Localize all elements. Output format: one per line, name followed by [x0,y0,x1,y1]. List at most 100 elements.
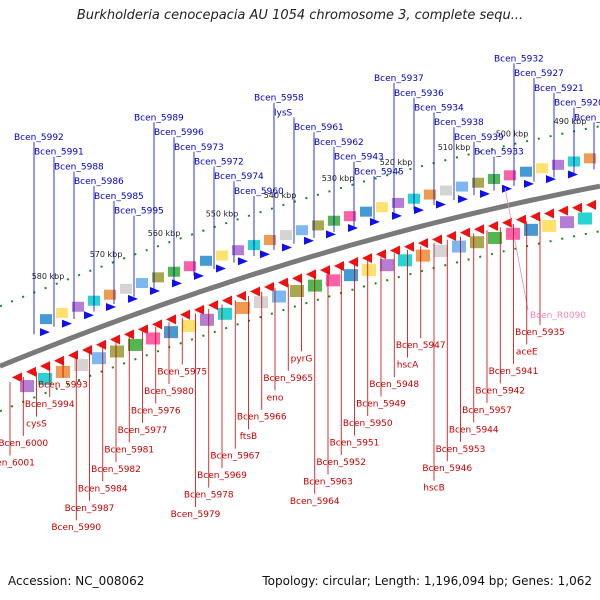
plus-strand-gene [304,236,314,245]
minus-strand-gene [222,295,232,306]
cog-block [200,313,214,326]
gene-label-plus: Bcen_5973 [174,143,224,153]
minus-strand-gene [516,214,526,225]
gene-label-minus: Bcen_5950 [343,419,393,429]
minus-strand-gene [12,372,22,383]
cog-block [440,185,452,196]
gene-label-plus: Bcen_5936 [394,89,444,99]
gene-label-minus: Bcen_5935 [515,328,565,338]
minus-strand-gene [194,304,204,315]
gene-label-plus: Bcen_5985 [94,192,144,202]
cog-block [56,307,68,318]
minus-strand-gene [54,355,64,366]
cog-block [424,189,436,200]
gene-label-minus: ftsB [240,432,257,442]
plus-strand-gene [106,302,116,311]
cog-block [506,227,520,240]
minus-strand-gene [376,249,386,260]
minus-strand-gene [432,234,442,245]
minus-strand-gene [572,202,582,213]
minus-strand-gene [390,245,400,256]
gene-label-plus: Bcen_5960 [234,187,284,197]
gene-label-plus: Bcen_5933 [474,148,524,158]
backbone-line [0,183,600,369]
plus-strand-gene [84,311,94,320]
minus-strand-gene [586,199,596,210]
gene-label-minus: Bcen_5941 [489,367,539,377]
scale-tick-label: 580 kbp [32,272,65,281]
gene-label-minus: aceE [516,347,538,357]
gene-label-minus: cysS [26,420,47,430]
minus-strand-gene [404,241,414,252]
minus-strand-gene [180,309,190,320]
cog-block [264,235,276,246]
cog-block [74,358,88,371]
cog-block [360,206,372,217]
gene-labels: Bcen_5992 Bcen_5991 Bcen_5988 Bcen_5986 Bcen… [0,54,600,533]
minus-strand-gene [278,277,288,288]
scale-tick-label: 550 kbp [206,209,239,218]
gene-label-plus: Bcen_5961 [294,123,344,133]
cog-block [416,249,430,262]
gene-label-plus: Bcen_5934 [414,103,464,113]
cog-block [376,202,388,213]
gene-label-minus: Bcen_5978 [184,491,234,501]
gene-label-minus: Bcen_5980 [144,387,194,397]
cog-block [536,163,548,174]
cog-block [120,283,132,294]
minus-strand-gene [460,227,470,238]
gene-label-plus: Bcen_5920 [554,99,600,109]
cog-block [290,285,304,298]
plus-strand-gene [458,195,468,204]
gene-label-rna: Bcen_R0090 [530,311,586,321]
gene-label-minus: Bcen_6001 [0,459,35,469]
cog-block [182,319,196,332]
plus-strand-gene [546,175,556,184]
plus-strand-gene [436,200,446,209]
gene-label-minus: Bcen_5982 [91,465,141,475]
plus-strand-gene [260,250,270,259]
cog-block [434,245,448,258]
cog-block [280,230,292,241]
cog-block [20,380,34,393]
gene-label-plus: Bcen_5988 [54,162,104,172]
plus-strand-gene [326,230,336,239]
gene-label-minus: Bcen_5976 [131,406,181,416]
minus-strand-gene [474,224,484,235]
minus-strand-gene [418,238,428,249]
gene-label-plus: Bcen_5962 [314,138,364,148]
cog-block [38,372,52,385]
gene-label-plus: Bcen_5991 [34,148,84,158]
plus-strand-gene [370,217,380,226]
backbone-layer [0,125,600,413]
plus-strand-gene [392,211,402,220]
minus-strand-gene [26,366,36,377]
cog-block [552,159,564,170]
gene-label-plus: Bcen_5986 [74,177,124,187]
minus-strand-gene [530,211,540,222]
gene-label-minus: Bcen_5953 [436,445,486,455]
cog-block [398,254,412,267]
cog-block [272,290,286,303]
gene-label-minus: Bcen_5951 [330,438,380,448]
minus-strand-gene [40,361,50,372]
cog-block [254,296,268,309]
minus-strand-gene [292,273,302,284]
leader-line-rna [504,187,529,311]
gene-label-minus: Bcen_5984 [78,484,128,494]
gene-label-minus: Bcen_5990 [51,523,101,533]
gene-label-plus: Bcen_5989 [134,113,184,123]
minus-strand-gene [348,257,358,268]
gene-label-minus: Bcen_5942 [475,386,525,396]
map-title: Burkholderia cenocepacia AU 1054 chromos… [76,8,524,23]
cog-block [218,307,232,320]
gene-label-plus: lysS [274,108,293,118]
minus-strand-gene [124,329,134,340]
minus-strand-gene [362,253,372,264]
gene-label-minus: Bcen_5963 [303,477,353,487]
gene-label-minus: Bcen_5946 [422,464,472,474]
gene-label-minus: Bcen_5944 [449,425,499,435]
cog-block [470,236,484,249]
